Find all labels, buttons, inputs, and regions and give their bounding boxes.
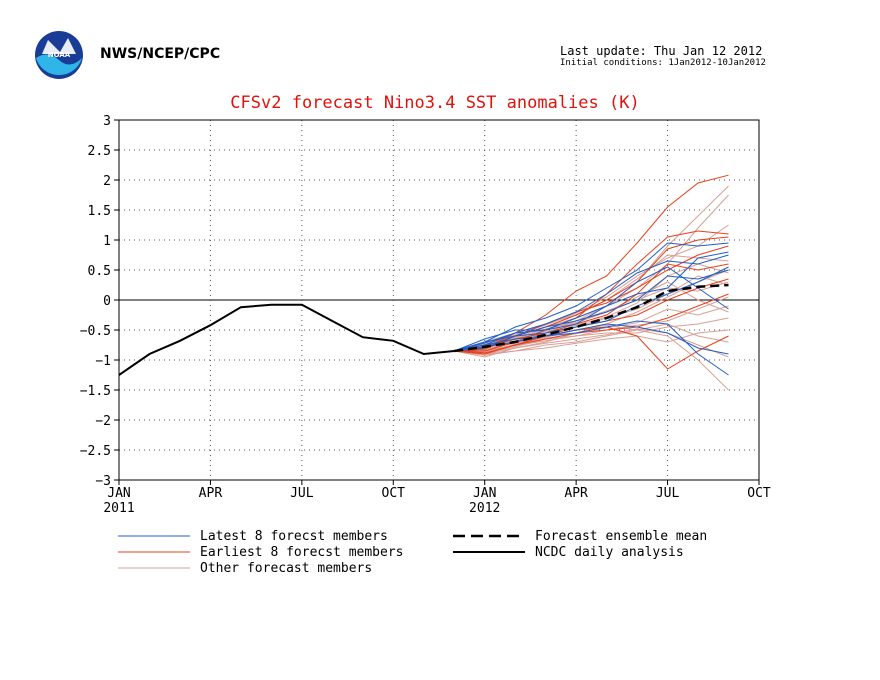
chart-title: CFSv2 forecast Nino3.4 SST anomalies (K) [230, 93, 639, 113]
earliest-member-line [454, 245, 729, 352]
legend-label-other: Other forecast members [200, 561, 372, 576]
y-tick-label: 2 [103, 174, 111, 189]
x-tick-label: JAN [107, 486, 130, 501]
earliest-member-line [454, 326, 729, 370]
ensemble-mean-line [454, 283, 729, 353]
forecast-members [454, 174, 729, 391]
y-tick-label: 2.5 [88, 144, 111, 159]
x-tick-label: OCT [747, 486, 771, 501]
plot-frame [118, 119, 760, 481]
latest-member-line [454, 251, 729, 352]
x-tick-label: JAN [473, 486, 496, 501]
y-tick-label: 1.5 [88, 204, 111, 219]
y-tick-label: −2 [95, 414, 111, 429]
legend-label-latest: Latest 8 forecst members [200, 529, 388, 544]
x-tick-label: JUL [656, 486, 680, 501]
other-member-line [454, 329, 729, 356]
y-tick-label: −1 [95, 354, 111, 369]
x-year-label: 2011 [103, 501, 134, 516]
main-lines [118, 283, 729, 376]
latest-member-line [454, 269, 729, 352]
y-tick-label: −3 [95, 474, 111, 489]
analysis-line [118, 303, 455, 376]
other-member-line [454, 224, 729, 352]
latest-member-line [454, 323, 729, 355]
last-update-label: Last update: Thu Jan 12 2012 [560, 44, 763, 58]
x-tick-label: APR [199, 486, 223, 501]
earliest-member-line [454, 174, 729, 352]
y-tick-label: 0.5 [88, 264, 111, 279]
y-tick-label: −0.5 [80, 324, 111, 339]
y-tick-label: −1.5 [80, 384, 111, 399]
grid-lines [119, 120, 759, 480]
x-year-label: 2012 [469, 501, 500, 516]
x-tick-label: APR [564, 486, 588, 501]
x-tick-label: JUL [290, 486, 314, 501]
legend-label-mean: Forecast ensemble mean [535, 529, 707, 544]
y-tick-label: 0 [103, 294, 111, 309]
y-tick-label: 3 [103, 114, 111, 129]
svg-text:NOAA: NOAA [48, 51, 71, 59]
axes: −3−2.5−2−1.5−1−0.500.511.522.53JAN2011AP… [80, 114, 771, 516]
y-tick-label: 1 [103, 234, 111, 249]
x-tick-label: OCT [382, 486, 406, 501]
noaa-logo: NOAA [35, 31, 83, 79]
legend-label-analysis: NCDC daily analysis [535, 545, 684, 560]
earliest-member-line [454, 293, 729, 354]
legend-label-earliest: Earliest 8 forecst members [200, 545, 404, 560]
agency-label: NWS/NCEP/CPC [100, 46, 221, 62]
other-member-line [454, 296, 729, 352]
y-tick-label: −2.5 [80, 444, 111, 459]
initial-conditions-label: Initial conditions: 1Jan2012-10Jan2012 [560, 58, 766, 68]
